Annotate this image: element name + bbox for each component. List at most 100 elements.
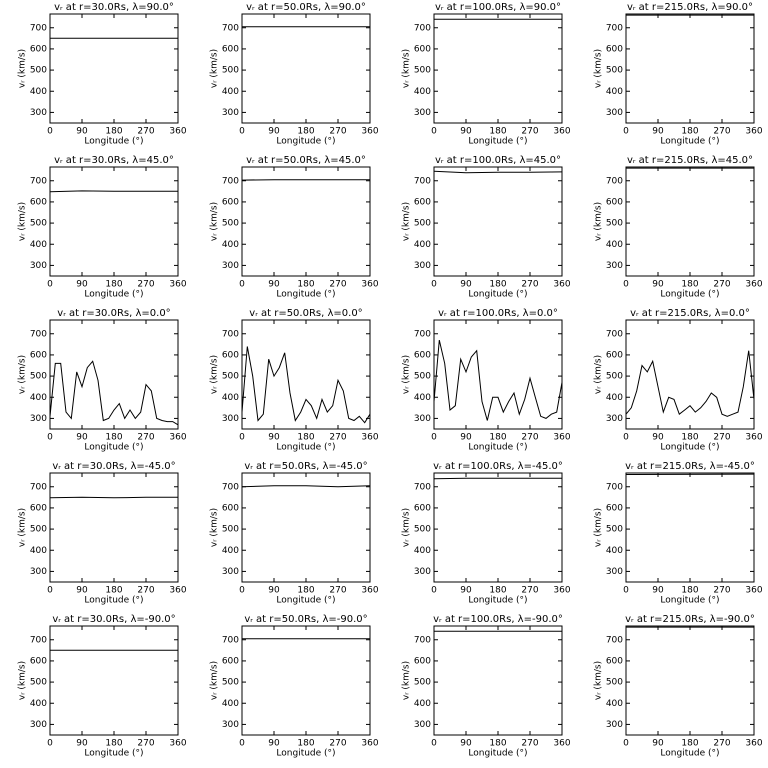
y-axis-label: vᵣ (km/s) xyxy=(594,49,604,88)
x-axis-label: Longitude (°) xyxy=(468,137,527,147)
y-tick-label: 500 xyxy=(222,525,239,535)
y-tick-label: 300 xyxy=(606,414,623,424)
x-tick-label: 360 xyxy=(553,739,570,749)
y-tick-label: 700 xyxy=(606,329,623,339)
y-axis-label: vᵣ (km/s) xyxy=(594,508,604,547)
y-axis-label: vᵣ (km/s) xyxy=(210,49,220,88)
y-tick-label: 700 xyxy=(30,482,47,492)
y-tick-label: 600 xyxy=(222,656,239,666)
y-tick-label: 500 xyxy=(30,372,47,382)
y-tick-label: 500 xyxy=(414,219,431,229)
x-axis-label: Longitude (°) xyxy=(468,596,527,606)
x-tick-label: 270 xyxy=(137,586,154,596)
x-axis-label: Longitude (°) xyxy=(84,137,143,147)
x-tick-label: 90 xyxy=(652,280,664,290)
y-tick-label: 400 xyxy=(30,546,47,556)
y-axis-label: vᵣ (km/s) xyxy=(402,202,412,241)
x-tick-label: 360 xyxy=(553,586,570,596)
y-tick-label: 400 xyxy=(222,699,239,709)
y-axis-label: vᵣ (km/s) xyxy=(594,202,604,241)
y-tick-label: 600 xyxy=(30,656,47,666)
x-tick-label: 90 xyxy=(460,433,472,443)
y-tick-label: 400 xyxy=(222,393,239,403)
y-tick-label: 700 xyxy=(222,23,239,33)
x-tick-label: 90 xyxy=(268,433,280,443)
panel-title: vᵣ at r=30.0Rs, λ=0.0° xyxy=(57,308,170,319)
x-tick-label: 180 xyxy=(105,586,122,596)
y-tick-label: 300 xyxy=(222,108,239,118)
x-tick-label: 270 xyxy=(137,127,154,137)
panel-title: vᵣ at r=215.0Rs, λ=-90.0° xyxy=(625,614,755,625)
x-tick-label: 0 xyxy=(431,739,437,749)
data-line xyxy=(433,170,563,174)
y-tick-label: 400 xyxy=(30,240,47,250)
y-tick-label: 500 xyxy=(414,66,431,76)
x-tick-label: 0 xyxy=(47,433,53,443)
plot-frame xyxy=(241,13,371,124)
y-tick-label: 300 xyxy=(222,567,239,577)
x-axis-label: Longitude (°) xyxy=(468,749,527,759)
y-tick-label: 700 xyxy=(222,176,239,186)
y-axis-label: vᵣ (km/s) xyxy=(402,355,412,394)
panel-title: vᵣ at r=30.0Rs, λ=-90.0° xyxy=(52,614,175,625)
y-tick-label: 500 xyxy=(606,219,623,229)
plot-frame xyxy=(241,319,371,430)
y-tick-label: 300 xyxy=(414,108,431,118)
x-axis-label: Longitude (°) xyxy=(276,596,335,606)
x-axis-label: Longitude (°) xyxy=(276,749,335,759)
y-tick-label: 500 xyxy=(606,678,623,688)
y-tick-label: 600 xyxy=(414,197,431,207)
x-tick-label: 180 xyxy=(489,280,506,290)
plot-frame xyxy=(49,319,179,430)
x-tick-label: 360 xyxy=(745,433,762,443)
y-axis-label: vᵣ (km/s) xyxy=(210,355,220,394)
x-tick-label: 360 xyxy=(553,127,570,137)
x-tick-label: 360 xyxy=(169,433,186,443)
x-tick-label: 90 xyxy=(268,280,280,290)
y-tick-label: 500 xyxy=(30,219,47,229)
x-tick-label: 90 xyxy=(652,586,664,596)
x-tick-label: 270 xyxy=(521,433,538,443)
x-axis-label: Longitude (°) xyxy=(660,749,719,759)
x-tick-label: 270 xyxy=(329,586,346,596)
y-tick-label: 700 xyxy=(414,23,431,33)
y-tick-label: 600 xyxy=(414,503,431,513)
y-tick-label: 400 xyxy=(222,240,239,250)
plot-frame xyxy=(433,166,563,277)
y-tick-label: 300 xyxy=(30,108,47,118)
x-tick-label: 0 xyxy=(47,127,53,137)
y-tick-label: 300 xyxy=(414,414,431,424)
x-tick-label: 270 xyxy=(137,739,154,749)
y-axis-label: vᵣ (km/s) xyxy=(18,661,28,700)
x-tick-label: 90 xyxy=(460,586,472,596)
y-axis-label: vᵣ (km/s) xyxy=(18,49,28,88)
x-tick-label: 180 xyxy=(297,586,314,596)
x-tick-label: 180 xyxy=(681,280,698,290)
x-tick-label: 0 xyxy=(431,433,437,443)
y-tick-label: 500 xyxy=(222,372,239,382)
plot-frame xyxy=(625,319,755,430)
y-tick-label: 700 xyxy=(606,23,623,33)
x-tick-label: 270 xyxy=(713,280,730,290)
y-tick-label: 300 xyxy=(30,567,47,577)
x-tick-label: 0 xyxy=(47,586,53,596)
panel-title: vᵣ at r=215.0Rs, λ=45.0° xyxy=(627,155,753,166)
x-tick-label: 0 xyxy=(431,127,437,137)
x-tick-label: 180 xyxy=(489,739,506,749)
x-tick-label: 270 xyxy=(137,280,154,290)
x-tick-label: 270 xyxy=(521,586,538,596)
y-tick-label: 500 xyxy=(414,525,431,535)
x-tick-label: 270 xyxy=(329,127,346,137)
x-tick-label: 90 xyxy=(268,127,280,137)
y-tick-label: 600 xyxy=(30,44,47,54)
y-axis-label: vᵣ (km/s) xyxy=(18,202,28,241)
x-tick-label: 360 xyxy=(169,280,186,290)
plot-frame xyxy=(241,472,371,583)
y-tick-label: 300 xyxy=(222,414,239,424)
x-tick-label: 360 xyxy=(361,433,378,443)
x-axis-label: Longitude (°) xyxy=(660,137,719,147)
x-tick-label: 270 xyxy=(329,739,346,749)
y-tick-label: 600 xyxy=(30,197,47,207)
y-tick-label: 700 xyxy=(606,176,623,186)
y-tick-label: 700 xyxy=(30,176,47,186)
